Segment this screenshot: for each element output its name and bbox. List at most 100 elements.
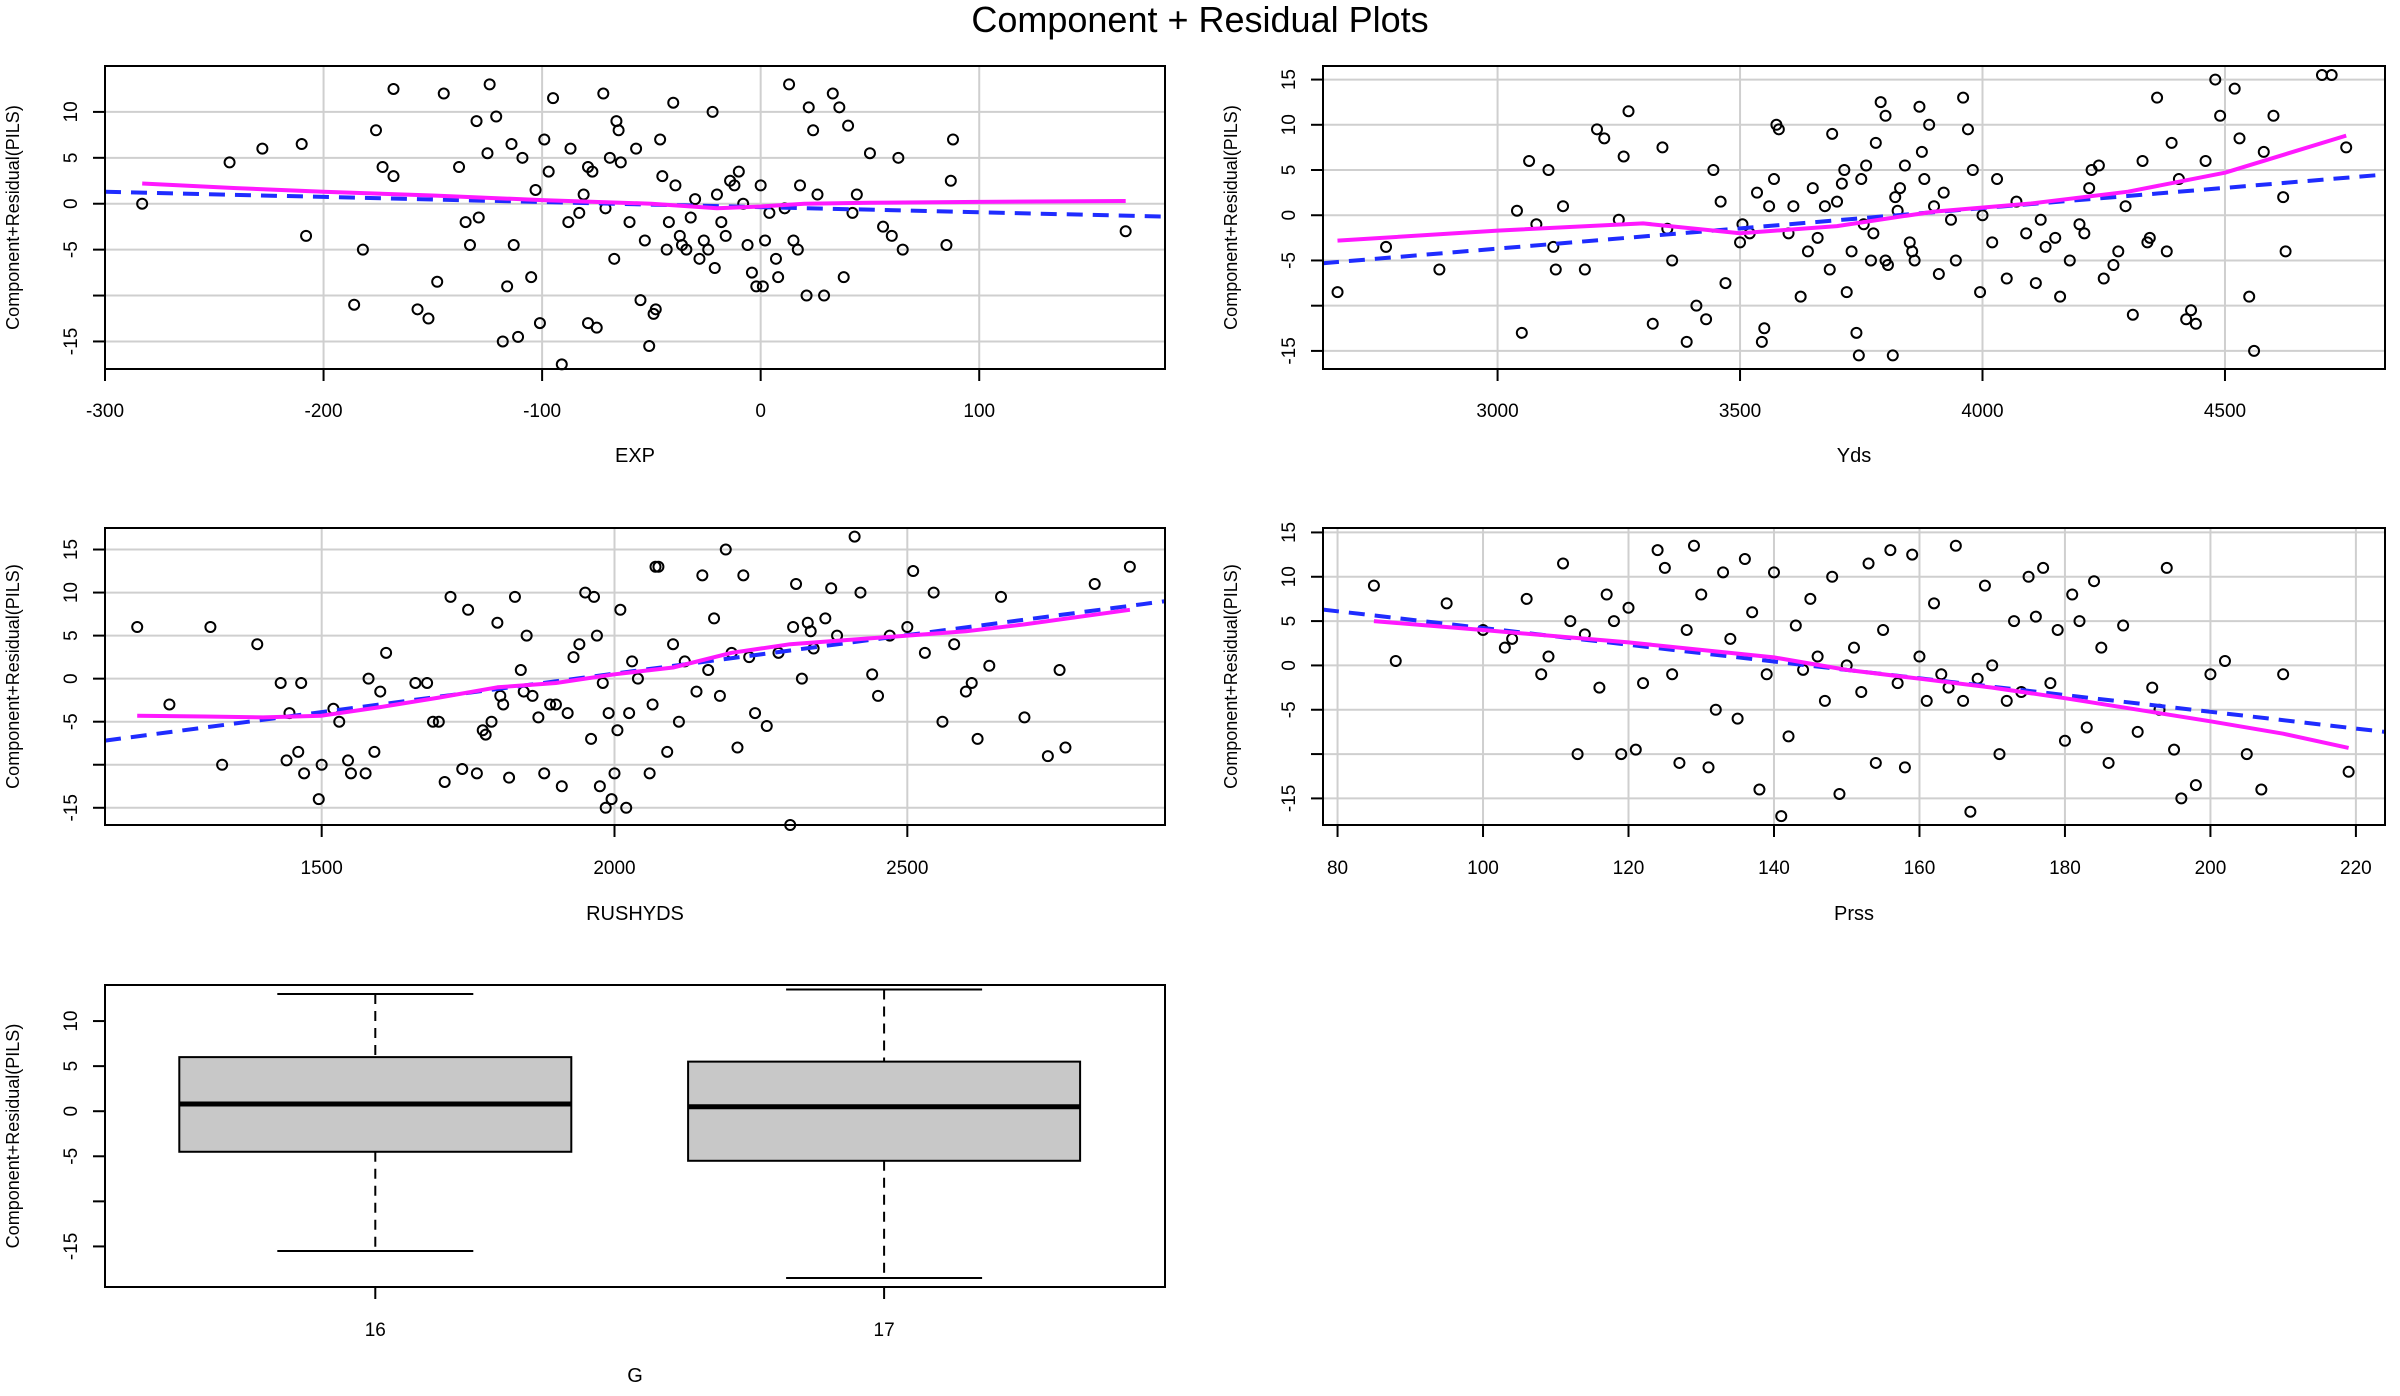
data-point [1961,123,1974,136]
y-tick-label: 5 [61,153,82,164]
data-point [1852,349,1865,362]
data-point [1949,539,1962,552]
x-tick-label: 100 [963,401,995,422]
y-tick-label: -15 [61,1233,82,1260]
data-point [1709,703,1722,716]
data-point [1690,299,1703,312]
x-axis-label: EXP [615,445,655,467]
data-point [804,625,817,638]
data-point [1119,225,1132,238]
y-tick-label: 0 [61,673,82,684]
data-point [811,188,824,201]
data-point [802,101,815,114]
data-point [1673,756,1686,769]
data-point [1898,159,1911,172]
x-tick-label: 4000 [1961,401,2003,422]
data-point [1928,597,1941,610]
data-point [1831,195,1844,208]
data-point [1557,200,1570,213]
panel-frame [1322,65,2386,370]
data-point [251,638,264,651]
data-point [995,590,1008,603]
data-point [2151,91,2164,104]
data-point [2029,610,2042,623]
data-point [1767,566,1780,579]
data-point [1498,641,1511,654]
data-point [1991,173,2004,186]
data-point [630,142,643,155]
data-point [1848,641,1860,654]
data-point [387,82,400,95]
data-point [2095,641,2108,654]
y-tick-label: 10 [61,101,82,122]
data-point [1787,200,1800,213]
data-point [940,239,953,252]
data-point [1680,623,1693,636]
data-point [333,715,346,728]
data-point [1826,570,1839,583]
data-point [2255,783,2268,796]
data-point [437,87,450,100]
data-point [1719,277,1732,290]
data-point [593,780,606,793]
data-point [684,211,697,224]
data-point [298,767,311,780]
panel-2: 3000 3500 4000 4500 -15 -5 0 5 10 15 Yds Component+… [1221,65,2386,467]
data-point [2022,570,2035,583]
data-point [1864,254,1877,267]
data-point [783,78,796,91]
data-point [564,142,577,155]
data-point [1767,173,1780,186]
data-point [1637,677,1650,690]
data-point [1886,349,1899,362]
data-point [608,252,621,265]
data-point [136,197,149,210]
data-point [542,165,555,178]
data-point [833,101,846,114]
data-point [456,763,469,776]
data-point [1088,577,1101,590]
x-tick-label: 4500 [2204,401,2246,422]
data-point [2112,245,2125,258]
data-point [863,147,876,160]
data-point [2073,615,2086,628]
data-point [885,229,898,242]
data-point [1993,748,2006,761]
data-point [690,685,703,698]
data-point [1564,615,1577,628]
data-point [516,151,529,164]
data-point [483,78,496,91]
data-point [2180,313,2193,326]
x-tick-label: -100 [523,401,561,422]
data-point [697,234,710,247]
data-point [2209,73,2222,86]
data-point [1617,150,1630,163]
data-point [1549,263,1562,276]
data-point [387,170,400,183]
data-point [2277,191,2290,204]
data-point [1059,741,1072,754]
data-point [614,603,627,616]
y-axis-label: Component+Residual(PILS) [3,105,23,330]
data-point [626,655,639,668]
data-point [295,138,308,151]
y-tick-label: 5 [61,1061,82,1072]
data-point [1806,182,1819,195]
data-point [728,179,741,192]
data-point [1658,561,1671,574]
data-point [1874,96,1887,109]
data-point [612,124,625,137]
data-point [1826,127,1839,140]
data-point [1629,743,1642,756]
data-point [315,758,328,771]
data-point [2126,308,2139,321]
data-point [2000,694,2013,707]
data-point [1789,619,1802,632]
data-point [508,590,521,603]
smooth-fit-line [1373,619,2350,750]
data-point [1734,236,1747,249]
data-point [947,133,959,146]
data-point [2008,615,2021,628]
data-point [706,105,719,118]
data-point [1598,132,1611,145]
